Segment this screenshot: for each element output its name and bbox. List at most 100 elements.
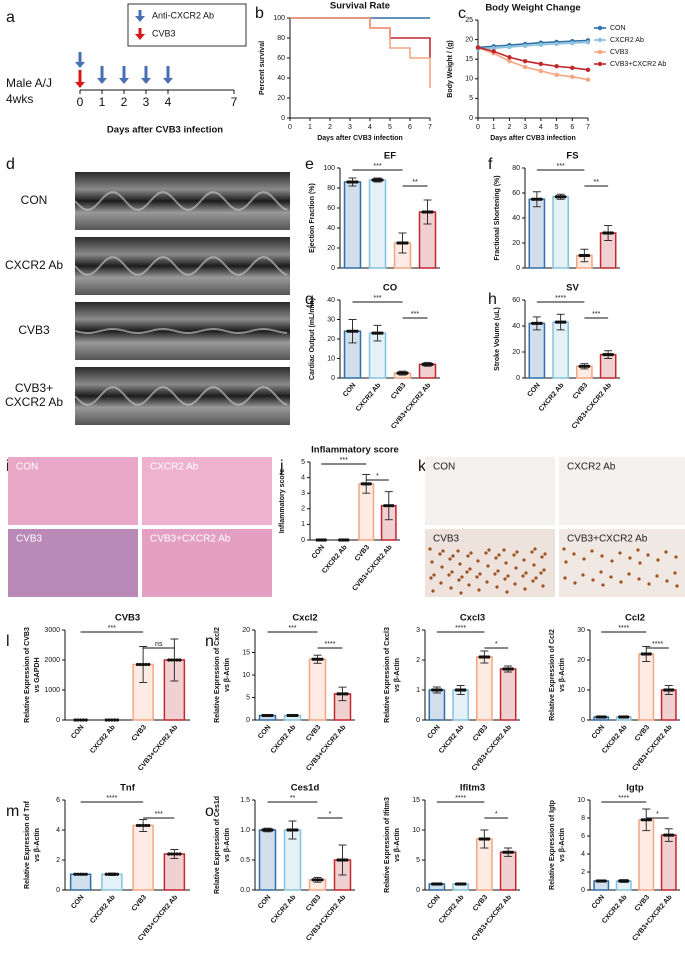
y-axis-label: vs GAPDH: [34, 657, 41, 692]
y-tick-label: 20: [327, 245, 335, 252]
y-tick-label: 20: [512, 349, 520, 356]
data-dot: [290, 828, 295, 832]
data-dot: [81, 718, 86, 722]
stain-dot: [675, 584, 679, 588]
y-tick-label: 10: [577, 687, 585, 694]
data-dot: [348, 180, 352, 184]
data-dot: [423, 210, 427, 214]
bar: [499, 668, 517, 721]
stain-dot: [438, 552, 442, 556]
data-dot: [487, 655, 491, 659]
echo-label: CVB3+: [15, 381, 53, 395]
y-tick-label: 5: [301, 459, 305, 466]
data-dot: [430, 210, 434, 214]
stain-dot: [637, 577, 641, 581]
data-dot: [178, 852, 182, 856]
panel-letter: j: [279, 458, 284, 475]
legend-label: CVB3+CXCR2 Ab: [610, 61, 666, 68]
stain-dot: [429, 576, 433, 580]
x-tick-label: CVB3: [305, 894, 322, 913]
data-dot: [113, 872, 117, 876]
x-tick-label: CXCR2 Ab: [89, 724, 117, 755]
stain-dot: [523, 587, 527, 591]
panel-letter: o: [205, 803, 214, 820]
data-dot: [336, 858, 340, 862]
data-dot: [648, 818, 652, 822]
y-tick-label: 40: [512, 323, 520, 330]
data-dot: [178, 658, 182, 662]
arrow-head: [97, 78, 107, 84]
comparison-label: ****: [618, 625, 629, 632]
stain-dot: [636, 548, 640, 552]
y-axis-label: Relative Expression of Igtp: [549, 800, 556, 890]
x-tick-label: 4: [368, 124, 372, 131]
data-dot: [610, 231, 615, 235]
series-marker: [522, 43, 528, 49]
x-tick-label: CVB3: [354, 544, 371, 563]
data-dot: [405, 241, 409, 245]
stain-dot: [447, 573, 451, 577]
data-dot: [346, 329, 350, 333]
x-tick-label: CVB3+CXCR2 Ab: [631, 894, 673, 943]
stain-dot: [534, 576, 538, 580]
ihc_labels-text: CVB3: [433, 534, 460, 545]
y-tick-label: 0: [416, 717, 420, 724]
arrow-head: [135, 34, 145, 40]
data-dot: [421, 210, 425, 214]
stain-dot: [610, 559, 614, 563]
data-dot: [345, 858, 349, 862]
bar: [528, 322, 546, 379]
he_labels-text: CON: [16, 462, 38, 473]
stain-dot: [502, 548, 506, 552]
y-tick-label: 2: [581, 869, 585, 876]
he_labels-image: [142, 529, 272, 597]
data-dot: [510, 850, 514, 854]
y-axis-label: vs β-Actin: [394, 828, 401, 862]
y-tick-label: 6: [56, 797, 60, 804]
series-line: [477, 41, 589, 50]
chart-title: Ces1d: [291, 783, 320, 794]
arrow-head: [75, 82, 85, 88]
data-dot: [167, 658, 171, 662]
data-dot: [400, 371, 405, 375]
y-tick-label: 1: [416, 687, 420, 694]
comparison-label: ****: [618, 795, 629, 802]
x-tick-label: CVB3: [472, 724, 489, 743]
data-dot: [313, 878, 317, 882]
comparison-label: ****: [106, 795, 117, 802]
data-dot: [288, 713, 292, 718]
comparison-label: ns: [155, 641, 163, 648]
legend-marker: [597, 61, 603, 67]
he_labels-text: CVB3+CXCR2 Ab: [150, 534, 231, 545]
y-axis-label: Relative Expression of Cxcl3: [384, 627, 391, 723]
comparison-label: **: [412, 179, 418, 186]
y-tick-label: 100: [323, 165, 335, 172]
x-tick-label: CON: [591, 894, 606, 910]
stain-dot: [466, 554, 470, 558]
legend-marker: [597, 37, 603, 43]
data-dot: [423, 362, 427, 366]
data-dot: [293, 828, 297, 832]
stain-dot: [495, 585, 499, 589]
bar: [428, 689, 446, 721]
stain-dot: [572, 552, 576, 556]
stain-dot: [674, 555, 678, 559]
bar: [638, 653, 655, 721]
comparison-label: ***: [373, 163, 381, 170]
stain-dot: [486, 564, 490, 568]
echo-label: CON: [21, 193, 48, 207]
x-tick-label: CVB3: [572, 382, 589, 401]
x-axis-label: Days after CVB3 infection: [490, 135, 576, 142]
y-tick-label: 5: [246, 694, 250, 701]
panel-letter: c: [458, 5, 466, 22]
data-dot: [175, 852, 179, 856]
data-dot: [398, 241, 402, 245]
y-tick-label: 80: [512, 165, 520, 172]
data-dot: [110, 872, 114, 876]
x-tick-label: 1: [492, 124, 496, 131]
stain-dot: [539, 571, 543, 575]
y-tick-label: 10: [327, 355, 335, 362]
data-dot: [318, 657, 322, 661]
stain-dot: [441, 549, 445, 553]
y-tick-label: 60: [277, 55, 285, 62]
